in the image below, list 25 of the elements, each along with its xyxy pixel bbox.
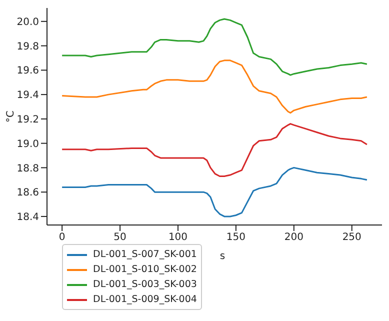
line-series	[61, 166, 368, 218]
legend-label: DL-001_S-003_SK-003	[93, 279, 197, 290]
x-tick-label: 100	[168, 232, 188, 244]
line-series	[61, 123, 368, 177]
y-tick-label: 18.8	[16, 163, 39, 174]
y-tick-label: 18.4	[16, 212, 39, 224]
x-tick-label: 150	[226, 232, 246, 244]
x-tick-label: 50	[114, 232, 126, 244]
x-axis-title: s	[220, 251, 226, 262]
legend-label: DL-001_S-007_SK-001	[93, 249, 197, 260]
y-tick-label: 19.0	[16, 138, 39, 150]
line-series	[61, 60, 368, 114]
x-tick-label: 200	[284, 232, 304, 244]
y-axis-title: °C	[6, 110, 17, 122]
legend-label: DL-001_S-010_SK-002	[93, 264, 197, 275]
y-tick-label: 19.8	[16, 41, 39, 52]
x-tick-label: 250	[342, 232, 362, 244]
y-tick-label: 20.0	[16, 16, 39, 28]
x-tick-label: 0	[58, 232, 66, 244]
legend-label: DL-001_S-009_SK-004	[93, 294, 197, 305]
y-tick-label: 19.2	[16, 114, 39, 126]
y-tick-label: 19.4	[16, 90, 39, 102]
line-series	[61, 18, 368, 76]
y-tick-label: 19.6	[16, 66, 39, 77]
y-tick-label: 18.6	[16, 188, 39, 199]
